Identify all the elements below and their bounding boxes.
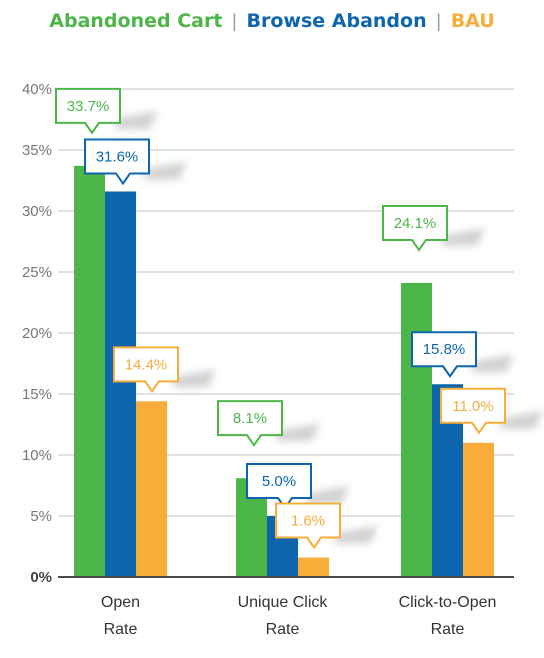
legend-separator: | xyxy=(231,10,238,32)
y-tick-label: 30% xyxy=(22,203,52,220)
data-label: 31.6% xyxy=(96,148,139,165)
bar xyxy=(136,401,167,577)
data-label: 5.0% xyxy=(262,473,296,490)
x-category-label: Rate xyxy=(104,621,138,638)
data-label: 15.8% xyxy=(423,341,466,358)
y-tick-label: 15% xyxy=(22,386,52,403)
bar xyxy=(105,191,136,578)
bar xyxy=(74,165,105,578)
data-label: 14.4% xyxy=(125,356,168,373)
y-tick-label: 35% xyxy=(22,142,52,159)
data-label: 11.0% xyxy=(452,398,493,415)
label-shadow xyxy=(276,423,320,442)
data-label: 1.6% xyxy=(291,512,325,529)
label-shadow xyxy=(172,369,216,388)
bar xyxy=(298,557,329,577)
label-shadow xyxy=(334,525,378,544)
y-tick-label: 5% xyxy=(30,508,52,525)
legend-item: BAU xyxy=(450,10,495,32)
legend-item: Browse Abandon xyxy=(246,10,427,32)
data-label: 24.1% xyxy=(394,215,437,232)
x-category-label: Rate xyxy=(431,621,465,638)
y-tick-label: 40% xyxy=(22,81,52,98)
label-shadow xyxy=(305,486,349,504)
data-label-callout xyxy=(55,87,121,135)
x-category-label: Open xyxy=(101,594,140,611)
chart-legend: Abandoned Cart | Browse Abandon | BAU xyxy=(0,4,544,38)
bar xyxy=(401,282,432,577)
y-tick-label: 10% xyxy=(22,447,52,464)
data-label-callout xyxy=(275,502,341,550)
label-shadow xyxy=(441,227,485,246)
label-shadow xyxy=(499,410,543,429)
x-category-label: Unique Click xyxy=(238,594,329,611)
bar xyxy=(463,442,494,577)
data-label-callout xyxy=(113,346,179,394)
legend-item: Abandoned Cart xyxy=(49,10,223,32)
data-label-callout xyxy=(382,204,448,252)
data-label-callout xyxy=(217,400,283,447)
x-category-label: Click-to-Open xyxy=(399,594,497,611)
label-shadow xyxy=(470,354,514,373)
data-label-callout xyxy=(84,138,150,186)
data-label: 33.7% xyxy=(67,98,110,115)
y-tick-label: 0% xyxy=(30,569,52,586)
data-label: 8.1% xyxy=(233,410,267,427)
label-shadow xyxy=(143,161,187,180)
y-tick-label: 20% xyxy=(22,325,52,342)
legend-separator: | xyxy=(435,10,442,32)
label-shadow xyxy=(114,110,158,129)
data-label-callout xyxy=(440,387,506,435)
x-category-label: Rate xyxy=(266,621,300,638)
y-tick-label: 25% xyxy=(22,264,52,281)
data-label-callout xyxy=(411,331,477,378)
